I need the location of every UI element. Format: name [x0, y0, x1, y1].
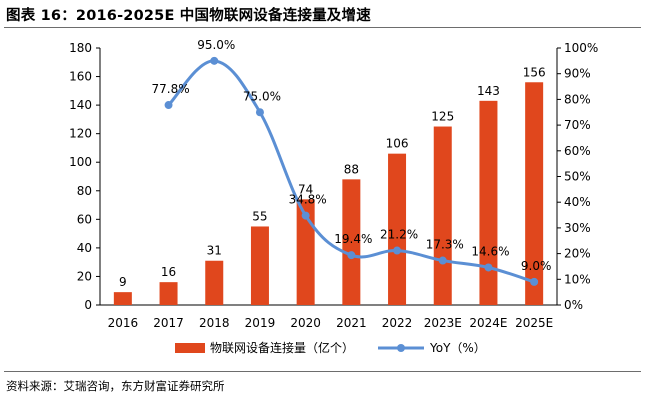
- bar: [113, 292, 132, 305]
- legend: 物联网设备连接量（亿个） YoY（%）: [175, 340, 486, 355]
- y-right-tick-label: 50%: [564, 170, 591, 184]
- bar: [388, 153, 407, 305]
- bar-value-label: 55: [252, 209, 267, 223]
- yoy-point: [164, 101, 173, 110]
- y-right-tick-label: 20%: [564, 247, 591, 261]
- bar-value-label: 143: [477, 84, 500, 98]
- y-right-tick-label: 10%: [564, 272, 591, 286]
- x-tick-label: 2023E: [424, 316, 462, 330]
- x-tick-label: 2022: [382, 316, 413, 330]
- bar-series: [113, 82, 544, 306]
- chart-title: 图表 16：2016-2025E 中国物联网设备连接量及增速: [6, 8, 371, 24]
- bar-value-label: 88: [344, 162, 359, 176]
- bar-value-label: 106: [386, 137, 409, 151]
- chart-axes: 0 20 40 60 80 100 120 140 160 180 0% 10% 20% 30% 40% 50…: [69, 41, 598, 312]
- yoy-point: [255, 108, 264, 117]
- y-left-tick-label: 120: [69, 127, 92, 141]
- x-tick-labels: 2016 2017 2018 2019 2020 2021 2022 2023E 2024E 20…: [108, 316, 554, 330]
- y-right-tick-label: 40%: [564, 195, 591, 209]
- line-value-labels: 77.8% 95.0% 75.0% 34.8% 19.4% 21.2% 17.3% 14.6%…: [151, 38, 551, 273]
- yoy-value-label: 77.8%: [151, 82, 189, 96]
- title-divider: [4, 27, 641, 28]
- x-tick-label: 2024E: [469, 316, 507, 330]
- y-left-tick-label: 60: [77, 212, 92, 226]
- y-left-tick-label: 180: [69, 41, 92, 55]
- yoy-point: [438, 256, 447, 265]
- x-tick-label: 2020: [290, 316, 321, 330]
- y-left-tick-label: 100: [69, 155, 92, 169]
- bar: [525, 82, 544, 306]
- y-left-tick-label: 160: [69, 70, 92, 84]
- bar: [479, 100, 498, 305]
- yoy-value-label: 75.0%: [243, 89, 281, 103]
- yoy-value-label: 21.2%: [380, 228, 418, 242]
- legend-bar-swatch: [175, 343, 205, 353]
- y-right-tick-label: 30%: [564, 221, 591, 235]
- x-tick-label: 2018: [199, 316, 230, 330]
- bar: [250, 226, 269, 305]
- bar-value-label: 125: [431, 110, 454, 124]
- yoy-point: [530, 277, 539, 286]
- y-right-tick-label: 90%: [564, 67, 591, 81]
- yoy-value-label: 95.0%: [197, 38, 235, 52]
- y-left-tick-label: 140: [69, 98, 92, 112]
- y-left-tick-label: 20: [77, 269, 92, 283]
- legend-bar-label: 物联网设备连接量（亿个）: [210, 340, 354, 355]
- yoy-point: [484, 263, 493, 272]
- bar-value-label: 16: [161, 265, 176, 279]
- bar-value-label: 31: [207, 244, 222, 258]
- y-right-tick-label: 100%: [564, 41, 598, 55]
- x-tick-label: 2025E: [515, 316, 553, 330]
- combo-chart: 0 20 40 60 80 100 120 140 160 180 0% 10% 20% 30% 40% 50…: [69, 38, 598, 355]
- legend-line-marker: [397, 344, 405, 352]
- yoy-value-label: 14.6%: [471, 244, 509, 258]
- yoy-point: [210, 56, 219, 65]
- x-tick-label: 2019: [245, 316, 276, 330]
- bar: [433, 126, 452, 306]
- y-right-tick-label: 70%: [564, 118, 591, 132]
- yoy-value-label: 19.4%: [334, 232, 372, 246]
- yoy-point: [301, 211, 310, 220]
- bar-value-label: 9: [119, 275, 127, 289]
- bar-value-labels: 9 16 31 55 74 88 106 125 143 156: [119, 65, 546, 289]
- yoy-value-label: 9.0%: [521, 259, 552, 273]
- y-right-tick-label: 80%: [564, 92, 591, 106]
- line-series: [164, 56, 539, 286]
- bar: [205, 260, 224, 305]
- bar: [159, 282, 178, 305]
- source-note: 资料来源：艾瑞咨询，东方财富证券研究所: [6, 379, 225, 393]
- yoy-point: [347, 251, 356, 260]
- bar: [342, 179, 361, 305]
- yoy-line: [167, 59, 535, 284]
- yoy-value-label: 34.8%: [289, 193, 327, 207]
- yoy-value-label: 17.3%: [426, 238, 464, 252]
- x-tick-label: 2016: [108, 316, 139, 330]
- x-tick-label: 2017: [153, 316, 184, 330]
- source-divider: [4, 371, 641, 372]
- bar-value-label: 74: [298, 182, 313, 196]
- y-left-tick-label: 80: [77, 184, 92, 198]
- y-right-tick-label: 60%: [564, 144, 591, 158]
- legend-line-label: YoY（%）: [429, 341, 486, 355]
- x-tick-label: 2021: [336, 316, 367, 330]
- y-left-tick-label: 0: [84, 298, 92, 312]
- yoy-point: [393, 246, 402, 255]
- y-left-tick-label: 40: [77, 241, 92, 255]
- bar: [296, 199, 315, 305]
- bar-value-label: 156: [523, 65, 546, 79]
- y-right-tick-label: 0%: [564, 298, 583, 312]
